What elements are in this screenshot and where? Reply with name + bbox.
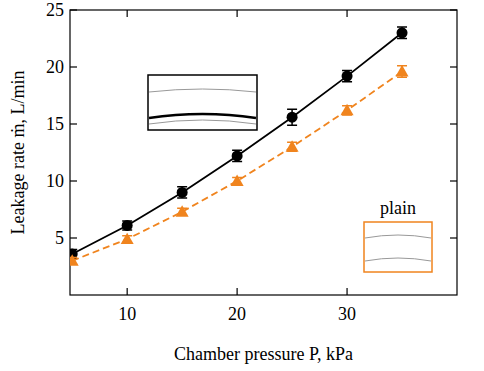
inset: plain	[364, 198, 432, 272]
plot-area	[70, 27, 409, 266]
inset-arc	[149, 114, 256, 118]
marker	[231, 175, 244, 186]
x-tick	[346, 10, 347, 17]
y-tick	[450, 66, 457, 67]
plot-frame	[70, 10, 457, 295]
y-tick-label: 10	[46, 171, 64, 191]
x-tick-label: 30	[338, 304, 356, 324]
x-tick	[127, 10, 128, 17]
y-tick	[70, 237, 77, 238]
series	[70, 27, 408, 259]
inset-box	[148, 75, 257, 130]
inset-label: plain	[380, 198, 416, 218]
inset-arc	[365, 235, 431, 238]
series	[70, 65, 409, 266]
series-line	[72, 72, 402, 261]
error-bar	[397, 27, 407, 38]
inset-arc	[149, 89, 256, 92]
error-bar	[342, 70, 352, 81]
y-tick-label: 15	[46, 114, 64, 134]
error-bar	[232, 150, 242, 161]
y-tick	[450, 237, 457, 238]
error-bar	[122, 221, 132, 230]
error-bar	[177, 187, 187, 198]
marker	[70, 254, 79, 265]
x-tick-label: 10	[118, 304, 136, 324]
marker	[287, 112, 298, 123]
marker	[232, 150, 243, 161]
y-tick-label: 25	[46, 0, 64, 20]
marker	[286, 140, 299, 151]
marker	[122, 220, 133, 231]
y-tick	[70, 180, 77, 181]
error-bar	[287, 109, 297, 125]
inset-arc	[365, 258, 431, 261]
marker	[121, 233, 134, 244]
y-tick	[450, 180, 457, 181]
marker	[342, 71, 353, 82]
y-axis-label: Leakage rate ṁ, L/min	[8, 71, 28, 235]
inset-box	[364, 222, 432, 272]
y-tick	[70, 9, 77, 10]
marker	[177, 187, 188, 198]
inset-arc	[149, 120, 256, 124]
marker	[341, 104, 354, 115]
y-tick	[70, 123, 77, 124]
x-tick	[237, 10, 238, 17]
series-line	[72, 33, 402, 254]
chart: 10 20 30 5 10 15 20 25 Chamber pressure P, kPa Le…	[0, 0, 484, 371]
x-tick	[127, 288, 128, 295]
y-tick	[70, 66, 77, 67]
y-tick	[450, 123, 457, 124]
x-tick-label: 20	[228, 304, 246, 324]
y-tick-label: 20	[46, 57, 64, 77]
marker	[396, 65, 409, 76]
inset	[148, 75, 257, 130]
y-tick-label: 5	[55, 228, 64, 248]
x-axis-label: Chamber pressure P, kPa	[174, 344, 353, 364]
marker	[176, 205, 189, 216]
marker	[397, 27, 408, 38]
y-tick	[450, 9, 457, 10]
x-tick	[346, 288, 347, 295]
x-tick	[237, 288, 238, 295]
